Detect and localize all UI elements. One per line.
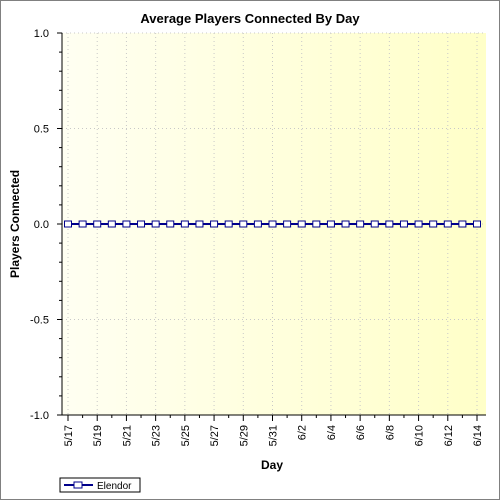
legend-label: Elendor	[97, 481, 132, 492]
data-point	[137, 220, 146, 228]
data-point	[151, 220, 160, 228]
data-point	[297, 220, 306, 228]
x-axis-ticks: 5/17 5/19 5/21 5/23 5/25 5/27 5/29 5/31 6/2 6/4 6/…	[63, 415, 484, 446]
y-tick-label: 0.5	[34, 124, 49, 136]
data-point	[268, 220, 277, 228]
data-point	[93, 220, 102, 228]
x-tick-label: 6/6	[355, 425, 367, 440]
x-tick-label: 6/2	[297, 425, 309, 440]
data-point	[64, 220, 72, 228]
x-tick-label: 5/19	[92, 425, 104, 446]
y-tick-label: 0.0	[34, 219, 49, 231]
y-tick-label: -1.0	[30, 410, 49, 422]
x-tick-label: 5/29	[238, 425, 250, 446]
data-point	[312, 220, 321, 228]
data-point	[356, 220, 365, 228]
data-point	[253, 220, 262, 228]
data-point	[210, 220, 219, 228]
data-point	[224, 220, 233, 228]
x-tick-label: 5/23	[151, 425, 163, 446]
data-point	[341, 220, 350, 228]
y-axis-ticks: 1.0 0.5 0.0 -0.5 -1.0	[30, 28, 62, 422]
data-point	[429, 220, 438, 228]
data-point	[443, 220, 452, 228]
x-tick-label: 6/8	[384, 425, 396, 440]
data-point	[122, 220, 131, 228]
data-point	[399, 220, 408, 228]
series-elendor	[64, 220, 481, 228]
x-tick-label: 6/10	[414, 425, 426, 446]
x-tick-label: 6/4	[326, 425, 338, 440]
data-point	[473, 220, 481, 228]
data-point	[78, 220, 87, 228]
x-axis-label: Day	[261, 458, 283, 472]
data-point	[180, 220, 189, 228]
data-point	[283, 220, 292, 228]
x-tick-label: 5/21	[121, 425, 133, 446]
data-point	[326, 220, 335, 228]
data-point	[166, 220, 175, 228]
data-point	[370, 220, 379, 228]
data-point	[414, 220, 423, 228]
x-tick-label: 5/17	[63, 425, 75, 446]
data-point	[239, 220, 248, 228]
x-tick-label: 5/27	[209, 425, 221, 446]
data-point	[195, 220, 204, 228]
x-tick-label: 6/14	[472, 425, 484, 446]
y-axis-label: Players Connected	[8, 170, 22, 278]
legend: Elendor	[59, 477, 141, 493]
data-point	[458, 220, 467, 228]
legend-marker	[73, 481, 83, 489]
data-point	[107, 220, 116, 228]
x-tick-label: 5/31	[268, 425, 280, 446]
y-tick-label: -0.5	[30, 315, 49, 327]
x-tick-label: 5/25	[180, 425, 192, 446]
y-tick-label: 1.0	[34, 28, 49, 40]
chart-title: Average Players Connected By Day	[140, 11, 360, 26]
x-tick-label: 6/12	[443, 425, 455, 446]
data-point	[385, 220, 394, 228]
